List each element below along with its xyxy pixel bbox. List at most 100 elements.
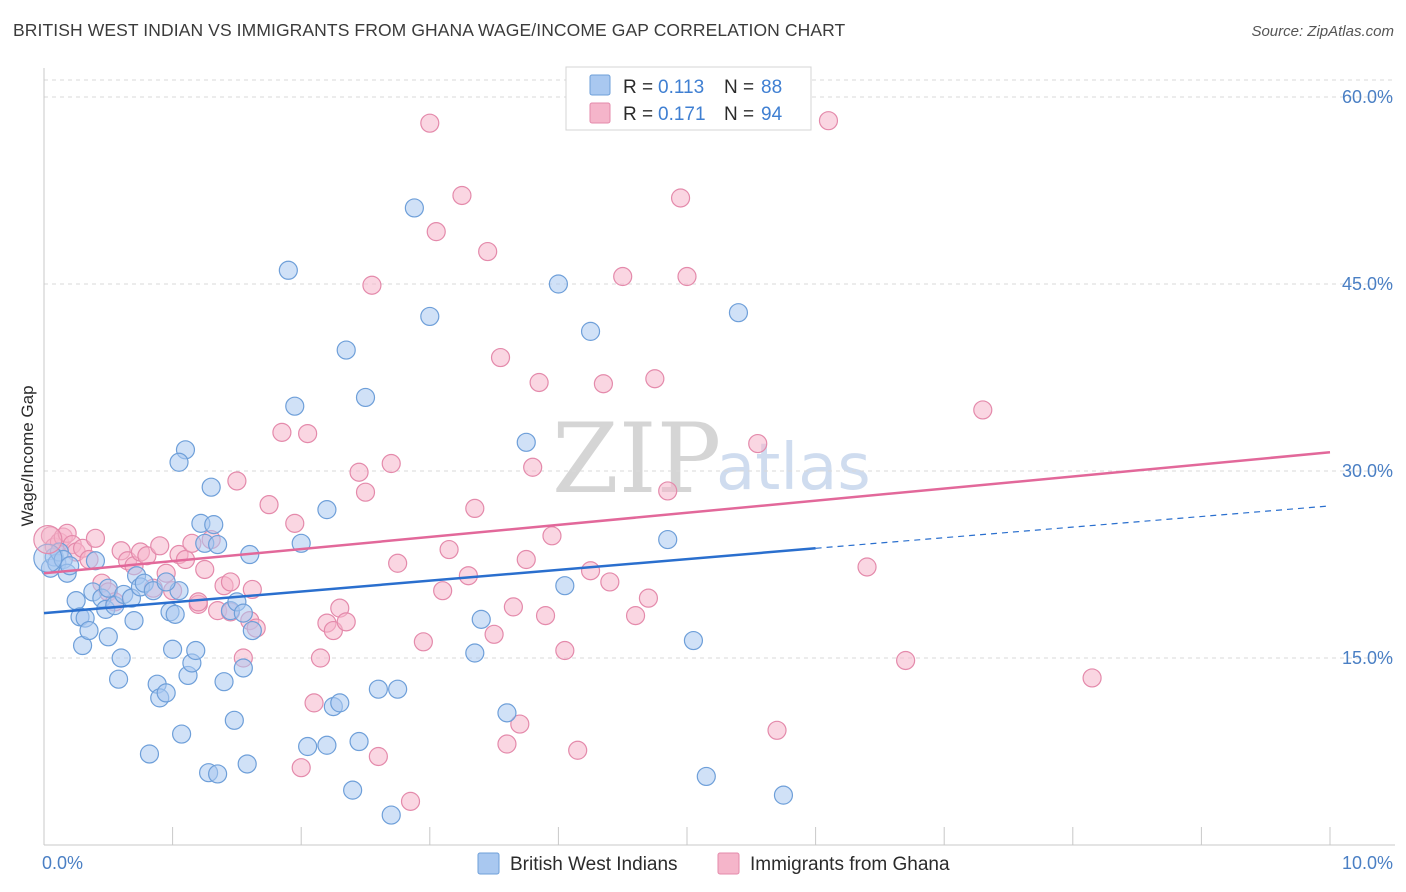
point-bwi-18 [108,669,129,689]
y-tick-labels: 15.0% 30.0% 45.0% 60.0% [1342,87,1393,668]
point-ghana-82 [677,266,697,287]
point-bwi-51 [278,260,298,280]
point-ghana-41 [310,648,331,668]
point-ghana-88 [973,400,993,420]
point-bwi-69 [169,452,189,472]
point-bwi-30 [156,683,176,703]
point-bwi-87 [233,603,253,623]
point-bwi-63 [381,805,401,825]
point-bwi-58 [343,780,363,800]
x-tick-label-min: 0.0% [42,853,83,873]
point-ghana-89 [1082,668,1102,688]
trend-line-ghana [43,451,1331,575]
point-bwi-43 [204,515,224,535]
point-ghana-46 [349,462,369,482]
point-ghana-62 [490,347,511,368]
point-bwi-19 [111,648,131,668]
point-bwi-71 [420,306,440,327]
point-ghana-58 [452,185,472,206]
point-ghana-81 [670,188,691,208]
point-ghana-90 [242,579,262,600]
point-bwi-70 [201,477,221,497]
point-bwi-73 [471,609,491,629]
watermark: ZIP atlas [552,403,871,515]
point-ghana-63 [497,734,517,754]
point-ghana-9 [85,528,106,548]
top-legend: R = 0.113 N = 88 R = 0.171 N = 94 [565,66,812,131]
point-ghana-86 [857,557,877,577]
point-ghana-76 [613,266,633,287]
trend-lines [43,451,1331,615]
point-ghana-70 [542,526,562,546]
point-bwi-48 [233,658,253,678]
trend-line-bwi-extension [815,505,1331,549]
point-ghana-71 [555,640,575,661]
grid-lines [44,79,1395,659]
point-ghana-52 [400,791,421,811]
point-bwi-60 [355,387,376,408]
point-ghana-83 [748,433,768,454]
bottom-legend-label-blue: British West Indians [510,854,678,875]
bottom-legend-label-pink: Immigrants from Ghana [750,854,950,875]
y-tick-label-30: 30.0% [1342,461,1393,481]
point-bwi-79 [658,529,678,550]
point-ghana-31 [227,471,247,491]
y-tick-label-15: 15.0% [1342,648,1393,668]
point-bwi-13 [85,551,106,571]
point-bwi-61 [368,679,388,699]
point-bwi-84 [98,627,118,647]
point-ghana-66 [516,549,536,570]
bottom-legend: British West Indians Immigrants from Gha… [477,852,950,875]
point-ghana-30 [220,572,241,592]
point-ghana-61 [484,624,504,644]
point-ghana-35 [259,495,279,515]
point-bwi-78 [580,321,601,341]
point-ghana-85 [818,111,839,131]
point-bwi-59 [349,731,369,752]
data-points [33,111,1102,825]
point-bwi-82 [728,303,749,323]
y-tick-label-60: 60.0% [1342,87,1393,107]
point-ghana-60 [478,241,498,262]
point-ghana-65 [510,714,530,734]
point-bwi-47 [224,710,244,730]
legend-n-label-blue: N = [724,77,754,98]
point-ghana-39 [298,424,318,444]
point-ghana-54 [420,113,440,133]
point-bwi-83 [773,785,794,805]
point-ghana-74 [593,374,614,394]
x-tick-label-max: 10.0% [1342,853,1393,873]
point-ghana-78 [638,588,659,608]
y-tick-label-45: 45.0% [1342,274,1393,294]
point-bwi-77 [555,576,575,596]
point-bwi-52 [285,396,305,416]
legend-n-value-pink: 94 [761,104,783,125]
point-bwi-49 [237,754,257,774]
trend-line-bwi [43,547,816,615]
point-ghana-37 [285,513,305,533]
point-bwi-72 [465,643,485,663]
point-ghana-80 [658,481,678,501]
point-ghana-50 [381,453,401,474]
point-ghana-26 [195,559,215,580]
legend-r-value-pink: 0.171 [658,104,706,125]
point-bwi-22 [124,610,144,631]
chart-source: Source: ZipAtlas.com [1251,23,1394,40]
y-axis-title: Wage/Income Gap [18,385,37,526]
point-ghana-53 [413,632,433,652]
legend-r-label-pink: R = [623,104,653,125]
point-ghana-77 [625,606,646,626]
point-ghana-59 [465,498,485,518]
point-ghana-73 [580,561,601,581]
point-ghana-36 [272,422,292,442]
point-ghana-69 [535,606,556,626]
point-ghana-55 [426,222,446,242]
point-bwi-66 [317,500,337,520]
point-bwi-32 [163,639,183,659]
chart-title: BRITISH WEST INDIAN VS IMMIGRANTS FROM G… [13,20,846,40]
point-bwi-45 [214,672,234,692]
point-ghana-47 [355,482,376,502]
legend-swatch-blue [589,74,611,96]
point-bwi-76 [548,274,569,294]
point-bwi-74 [497,703,517,723]
